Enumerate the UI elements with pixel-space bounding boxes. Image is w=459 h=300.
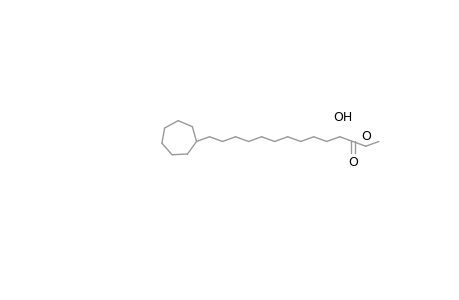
Text: O: O (360, 130, 370, 143)
Text: O: O (347, 156, 357, 169)
Text: OH: OH (332, 111, 352, 124)
